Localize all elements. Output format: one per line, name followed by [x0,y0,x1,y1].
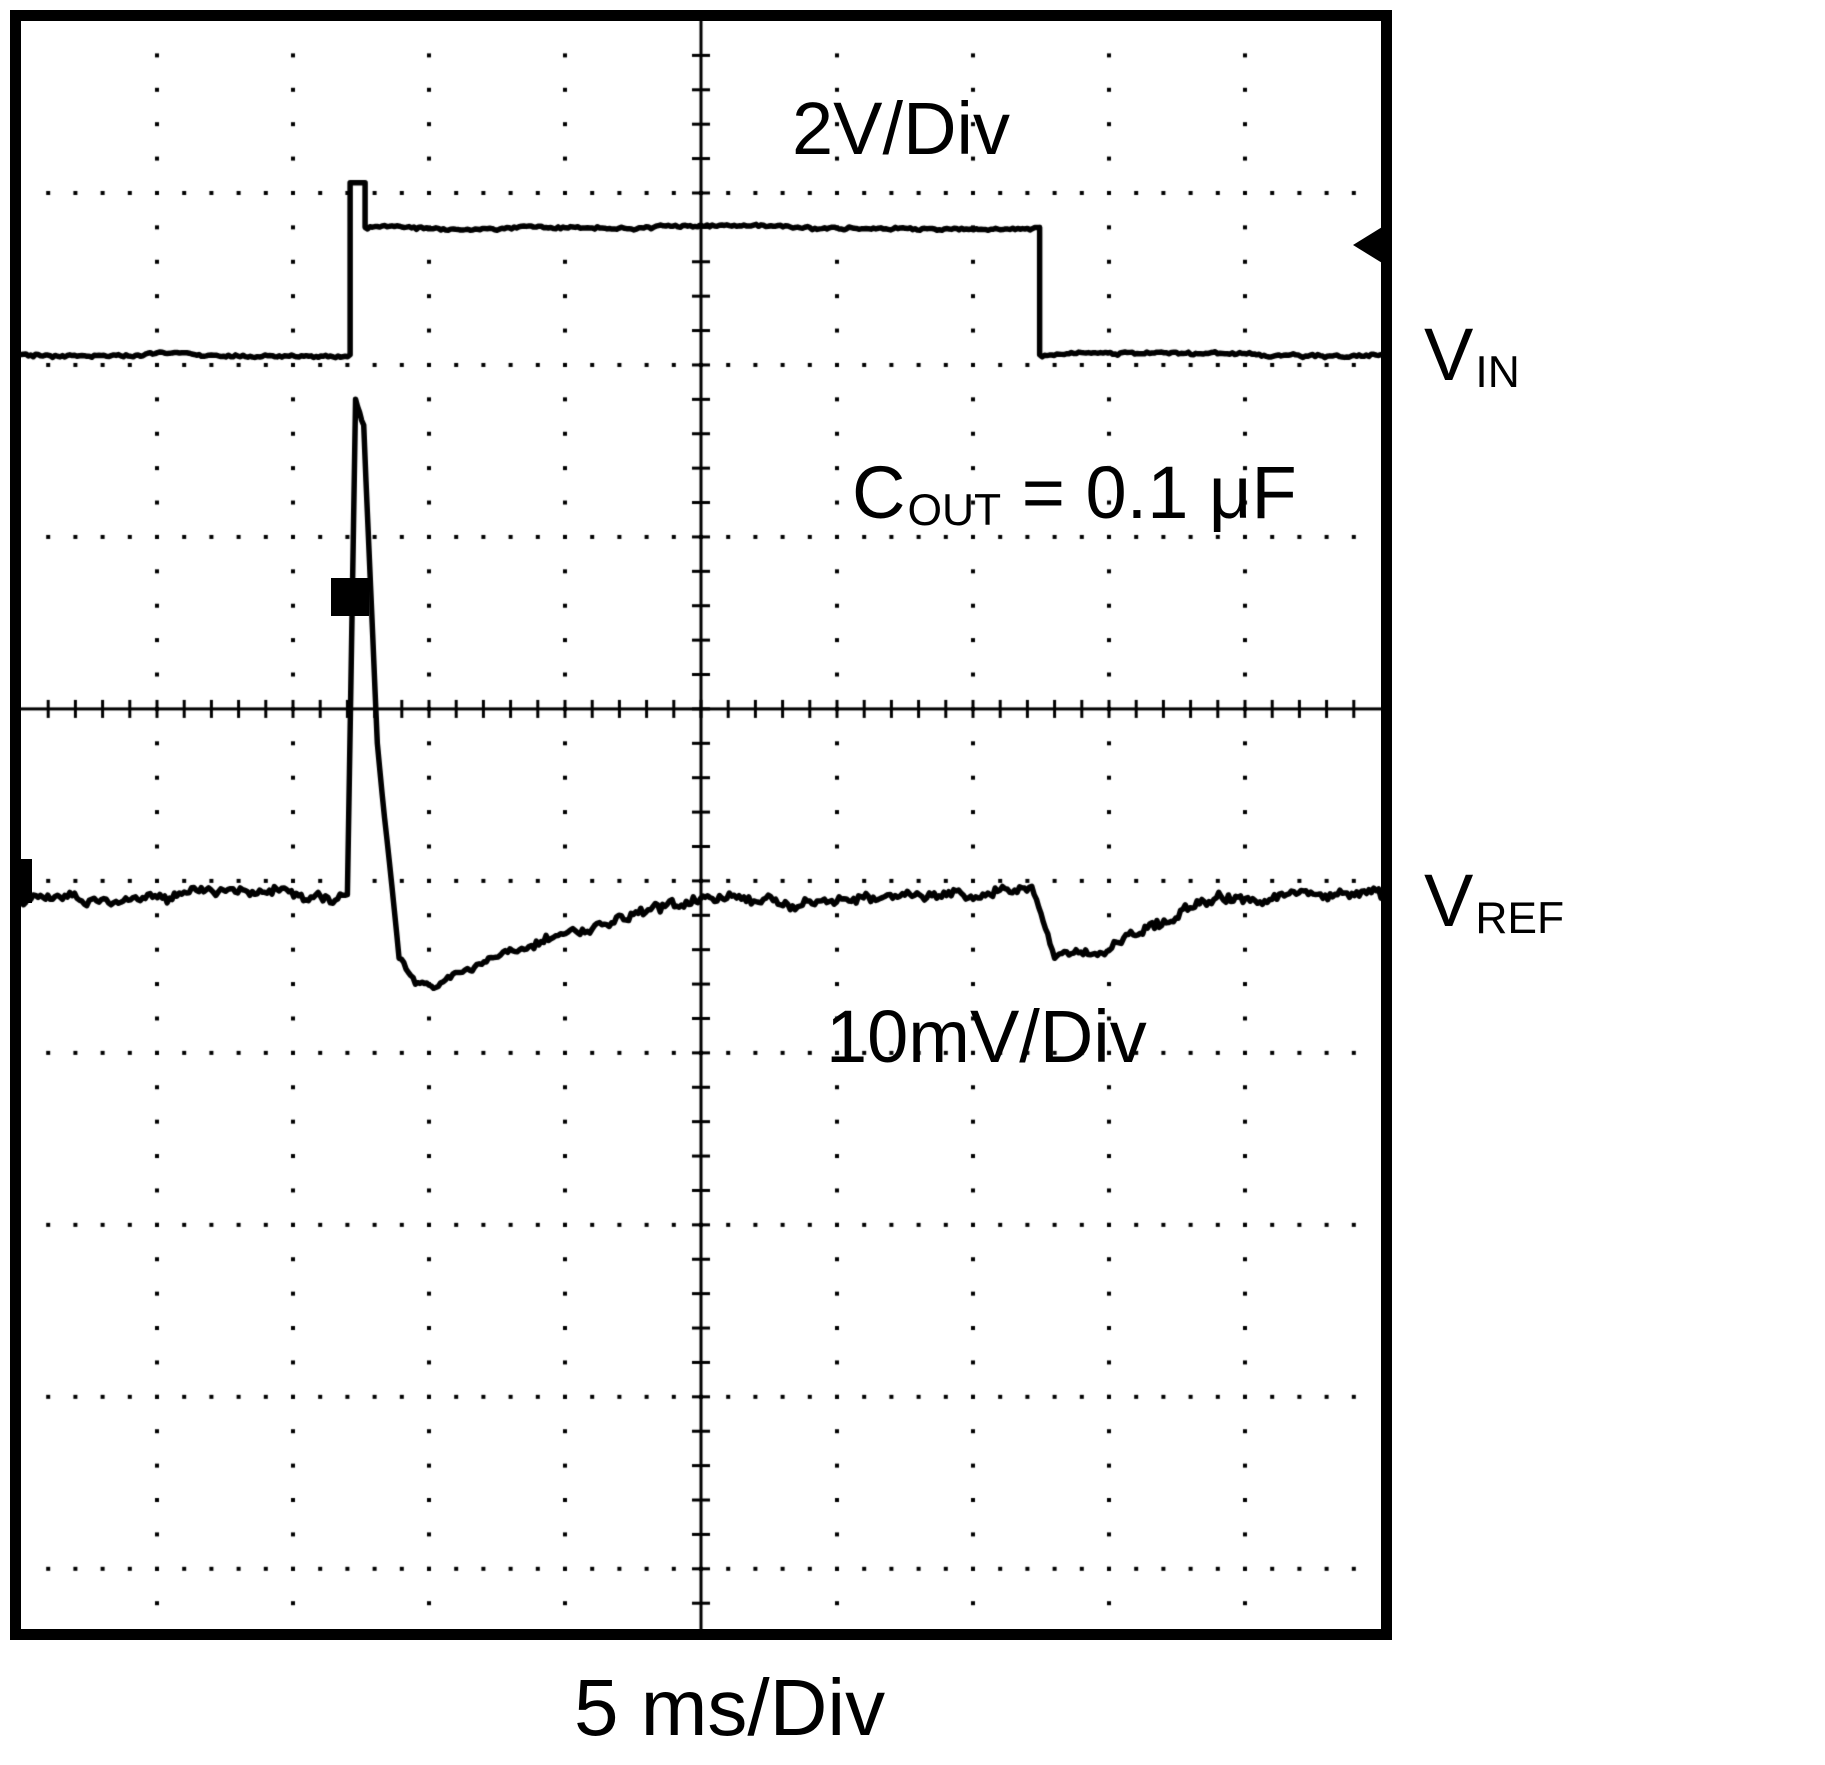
cout-symbol: C [852,451,906,534]
left-edge-marker [10,858,32,903]
vin-subscript: IN [1475,348,1520,398]
vref-subscript: REF [1475,894,1565,944]
cout-subscript: OUT [907,486,1002,536]
cout-value: = 0.1 μF [1001,451,1297,534]
trace-position-arrow-icon [1353,223,1387,266]
vin-symbol: V [1424,313,1474,396]
oscilloscope-graticule [10,10,1392,1640]
trigger-marker [331,578,370,617]
vref-symbol: V [1424,859,1474,942]
waveform-canvas [21,21,1381,1629]
vref-scale-label: 10mV/Div [826,995,1147,1078]
vref-trace-label: VREF [1424,864,1564,941]
vin-scale-label: 2V/Div [792,87,1010,170]
timebase-label: 5 ms/Div [574,1663,886,1752]
vin-trace-label: VIN [1424,318,1520,395]
cout-annotation: COUT = 0.1 μF [852,456,1297,533]
